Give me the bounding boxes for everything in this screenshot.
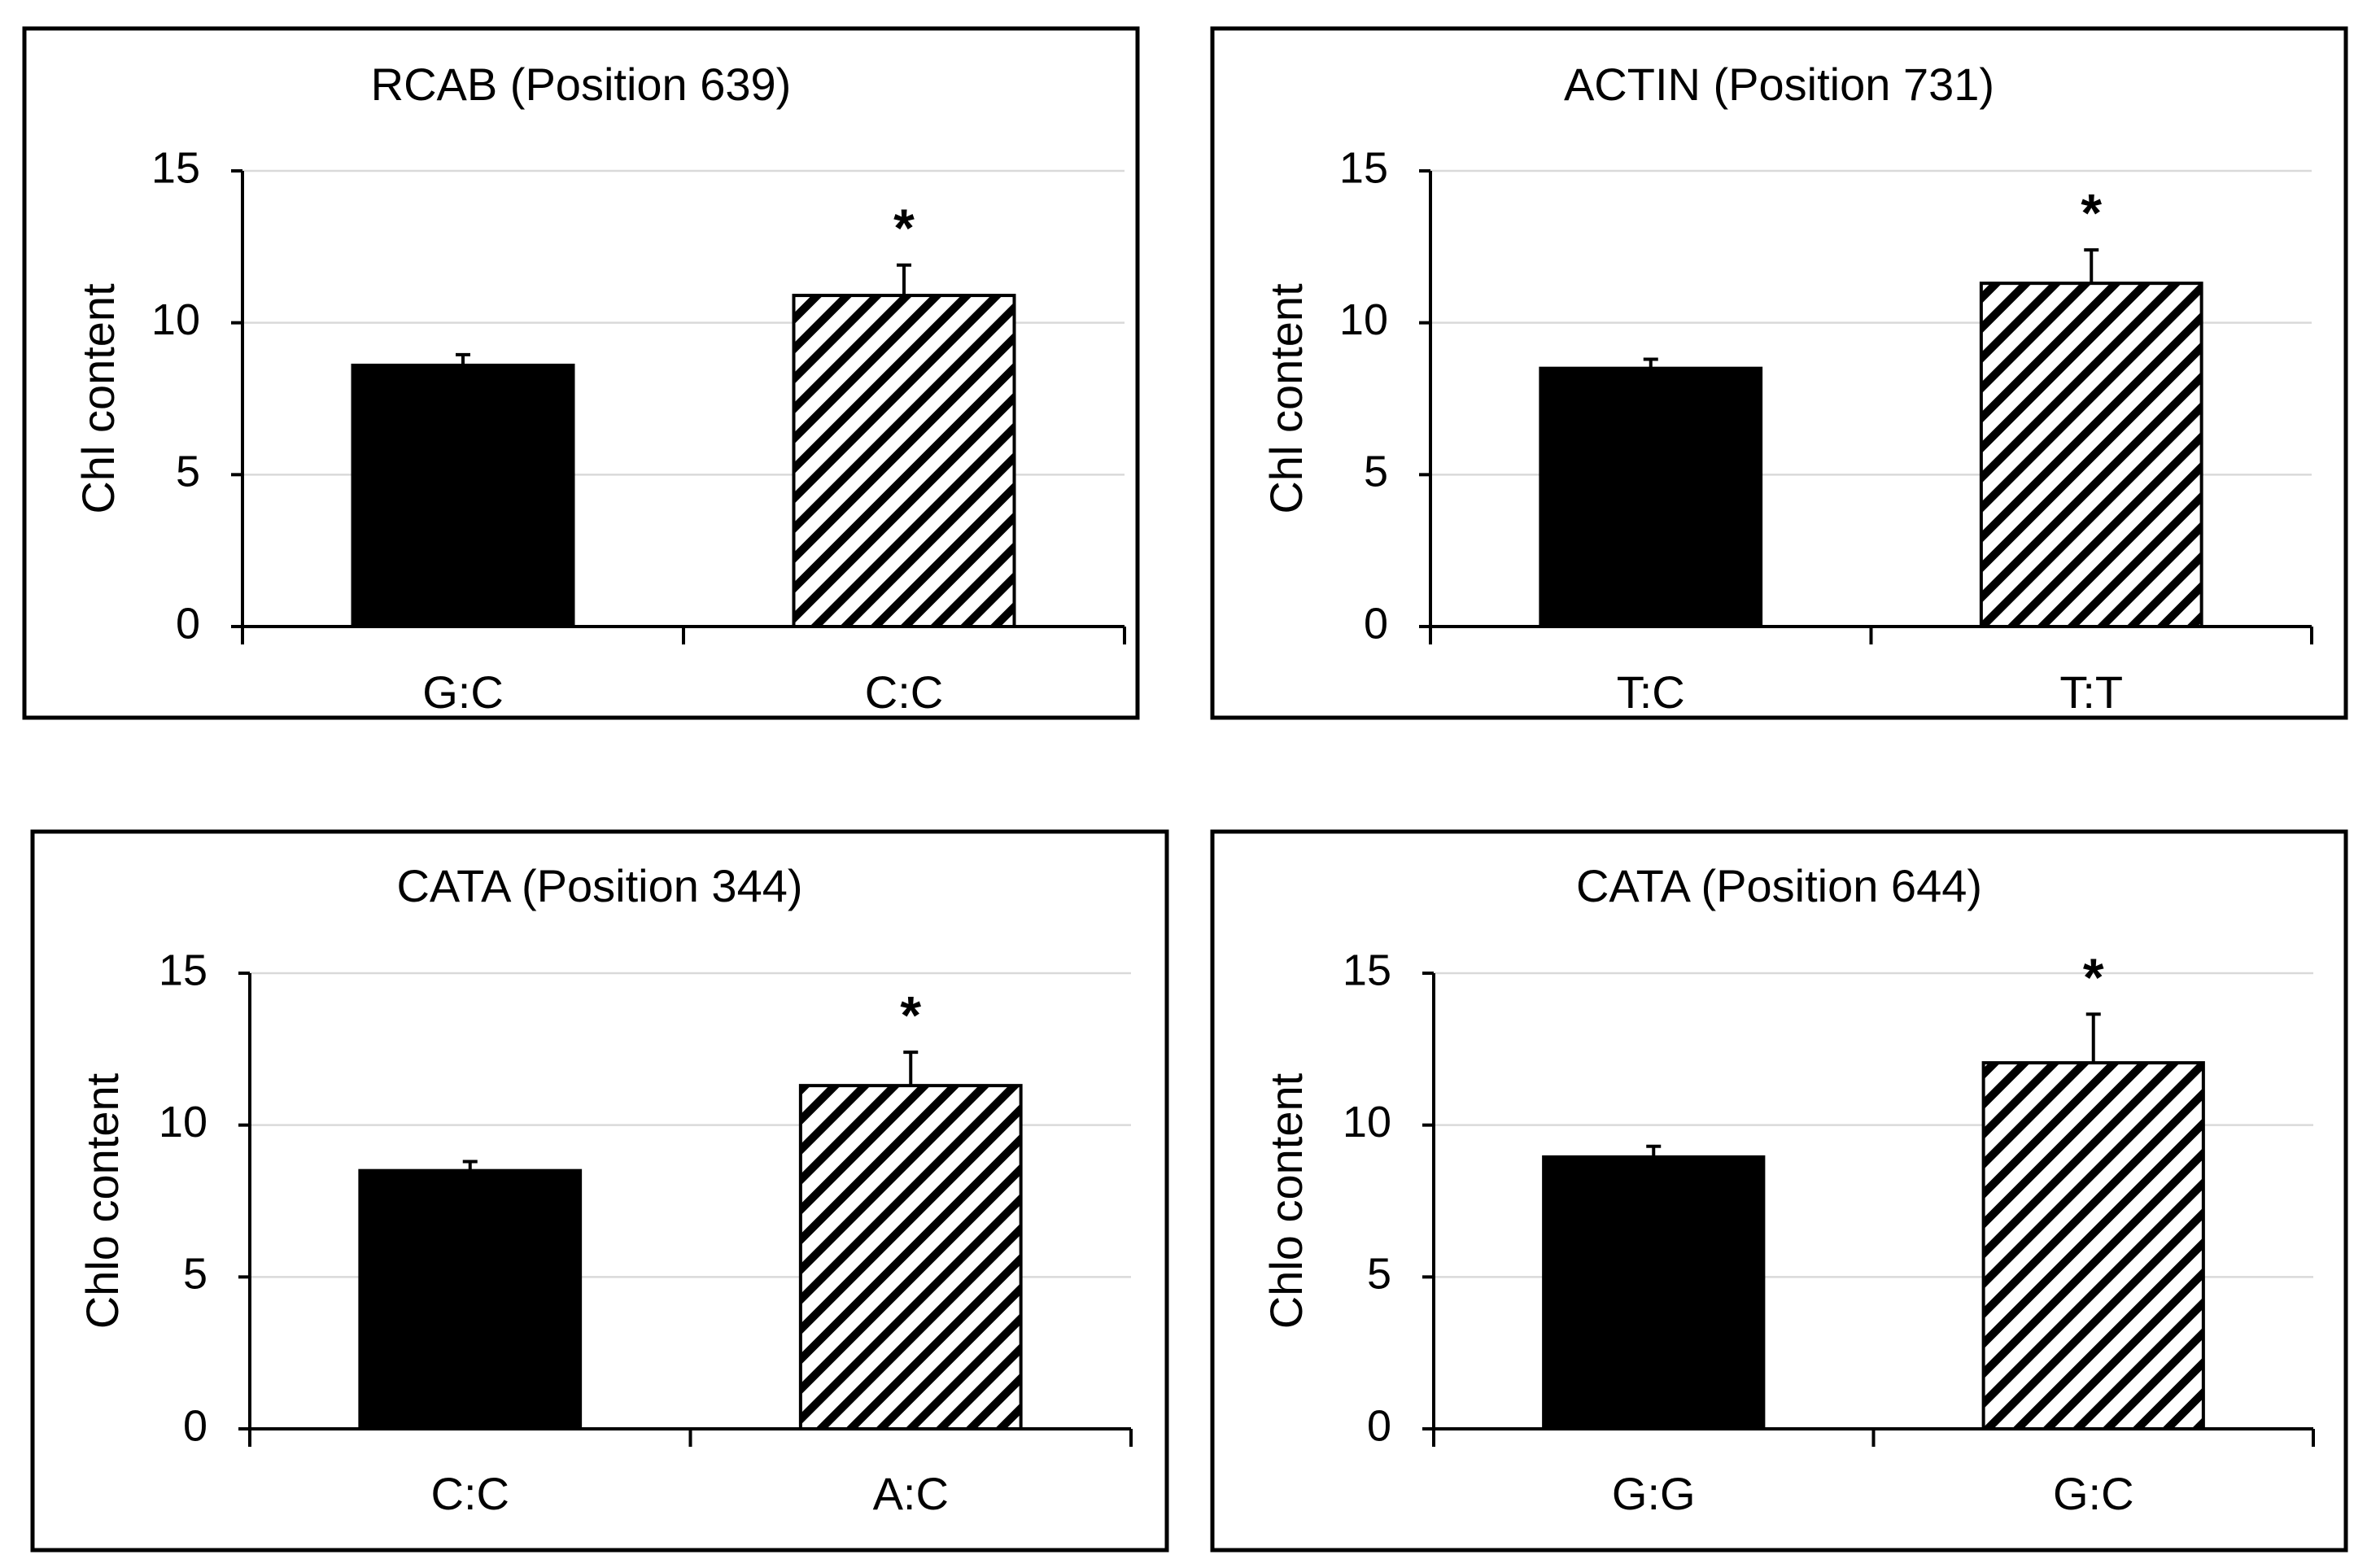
chart-title: RCAB (Position 639): [371, 59, 792, 110]
x-category-label: T:C: [1617, 666, 1685, 718]
y-tick-label: 0: [176, 599, 200, 648]
y-tick-label: 0: [1367, 1401, 1391, 1450]
y-tick-label: 5: [1364, 448, 1388, 496]
x-category-label: G:G: [1612, 1468, 1696, 1519]
y-tick-label: 5: [183, 1250, 207, 1299]
y-tick-label: 5: [1367, 1250, 1391, 1299]
y-tick-label: 0: [183, 1401, 207, 1450]
bar-c-c: [792, 294, 1016, 628]
bar-a-c: [798, 1084, 1023, 1430]
x-category-label: G:C: [2053, 1468, 2134, 1519]
y-tick-label: 0: [1364, 599, 1388, 648]
y-axis-label: Chl content: [72, 283, 124, 514]
chart-frame: [22, 26, 1140, 720]
bar-g-g: [1542, 1155, 1766, 1431]
bar-g-c: [351, 363, 575, 628]
significance-star: *: [2083, 947, 2104, 1007]
y-axis-label: Chlo content: [1260, 1072, 1312, 1329]
bar-t-t: [1979, 282, 2203, 628]
chart-title: CATA (Position 644): [1576, 860, 1982, 911]
y-tick-label: 15: [1343, 946, 1391, 994]
x-category-label: A:C: [873, 1468, 949, 1519]
chart-frame: [1210, 26, 2348, 720]
significance-star: *: [2081, 183, 2102, 243]
chart-frame: [30, 829, 1169, 1553]
chart-panel-1: RCAB (Position 639) 0 5 10 15 Chl content G:C *…: [22, 26, 1140, 720]
y-tick-label: 15: [151, 143, 200, 192]
chart-frame: [1210, 829, 2348, 1553]
chart-title: CATA (Position 344): [396, 860, 802, 911]
chart-panel-4: CATA (Position 644) 0 5 10 15 Chlo content G:G…: [1210, 829, 2348, 1553]
chart-panel-2: ACTIN (Position 731) 0 5 10 15 Chl content T:C…: [1210, 26, 2348, 720]
y-tick-label: 15: [1339, 143, 1388, 192]
x-category-label: C:C: [865, 666, 943, 718]
x-category-label: C:C: [431, 1468, 509, 1519]
chart-title: ACTIN (Position 731): [1564, 59, 1994, 110]
y-tick-label: 15: [159, 946, 207, 994]
significance-star: *: [900, 985, 921, 1046]
significance-star: *: [893, 198, 915, 258]
bar-g-c: [1981, 1061, 2205, 1430]
y-axis-label: Chl content: [1260, 283, 1312, 514]
y-tick-label: 10: [1339, 295, 1388, 344]
bar-c-c: [358, 1168, 583, 1430]
y-tick-label: 10: [1343, 1098, 1391, 1147]
y-axis-label: Chlo content: [76, 1072, 128, 1329]
y-tick-label: 10: [159, 1098, 207, 1147]
bar-t-c: [1539, 366, 1763, 628]
y-tick-label: 5: [176, 448, 200, 496]
x-category-label: T:T: [2059, 666, 2123, 718]
x-category-label: G:C: [422, 666, 504, 718]
chart-panel-3: CATA (Position 344) 0 5 10 15 Chlo content C:C…: [30, 829, 1169, 1553]
y-tick-label: 10: [151, 295, 200, 344]
